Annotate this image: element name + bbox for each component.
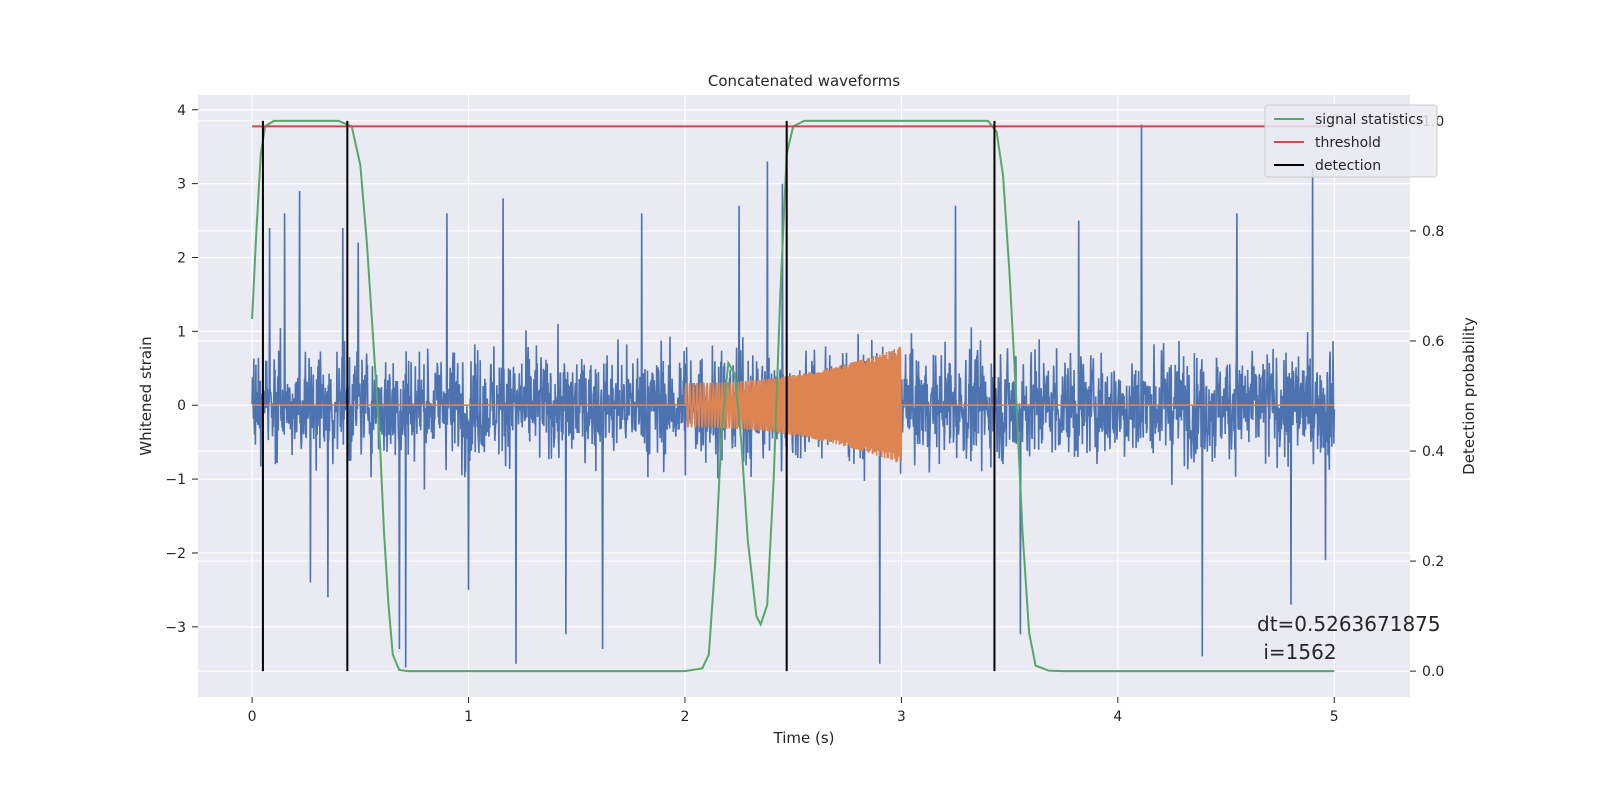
y-axis-label: Whitened strain [137, 336, 155, 455]
data-layer [251, 119, 1336, 673]
y2-axis-label: Detection probability [1460, 317, 1478, 475]
legend: signal statistics threshold detection [1264, 104, 1438, 178]
legend-box [1264, 104, 1438, 178]
y-tick-label: 2 [177, 251, 186, 267]
y-tick-label: 4 [177, 103, 186, 119]
x-tick-label: 2 [681, 709, 690, 725]
legend-label-signal-statistics: signal statistics [1315, 112, 1423, 128]
chart-title: Concatenated waveforms [708, 72, 900, 90]
annotation-index: i=1562 [1257, 640, 1337, 664]
y-tick-label: 0 [177, 398, 186, 414]
y-tick-label: −2 [165, 546, 186, 562]
y-tick-label: 3 [177, 177, 186, 193]
signal-statistics-line [251, 119, 1335, 673]
y2-tick-label: 0.6 [1422, 334, 1444, 350]
legend-label-threshold: threshold [1315, 135, 1381, 151]
x-tick-label: 3 [897, 709, 906, 725]
y2-tick-label: 0.2 [1422, 554, 1444, 570]
chirp-line [252, 346, 1335, 463]
x-tick-label: 4 [1113, 709, 1122, 725]
x-tick-label: 0 [248, 709, 257, 725]
annotation-dt: dt=0.5263671875 [1257, 612, 1441, 636]
x-tick-label: 5 [1330, 709, 1339, 725]
y-tick-label: 1 [177, 324, 186, 340]
y2-tick-label: 0.4 [1422, 444, 1444, 460]
y2-tick-label: 0.8 [1422, 224, 1444, 240]
y-tick-label: −1 [165, 472, 186, 488]
y-tick-label: −3 [165, 620, 186, 636]
x-axis-label: Time (s) [773, 729, 835, 747]
y2-tick-label: 0.0 [1422, 664, 1444, 680]
legend-label-detection: detection [1315, 158, 1381, 174]
x-tick-label: 1 [464, 709, 473, 725]
